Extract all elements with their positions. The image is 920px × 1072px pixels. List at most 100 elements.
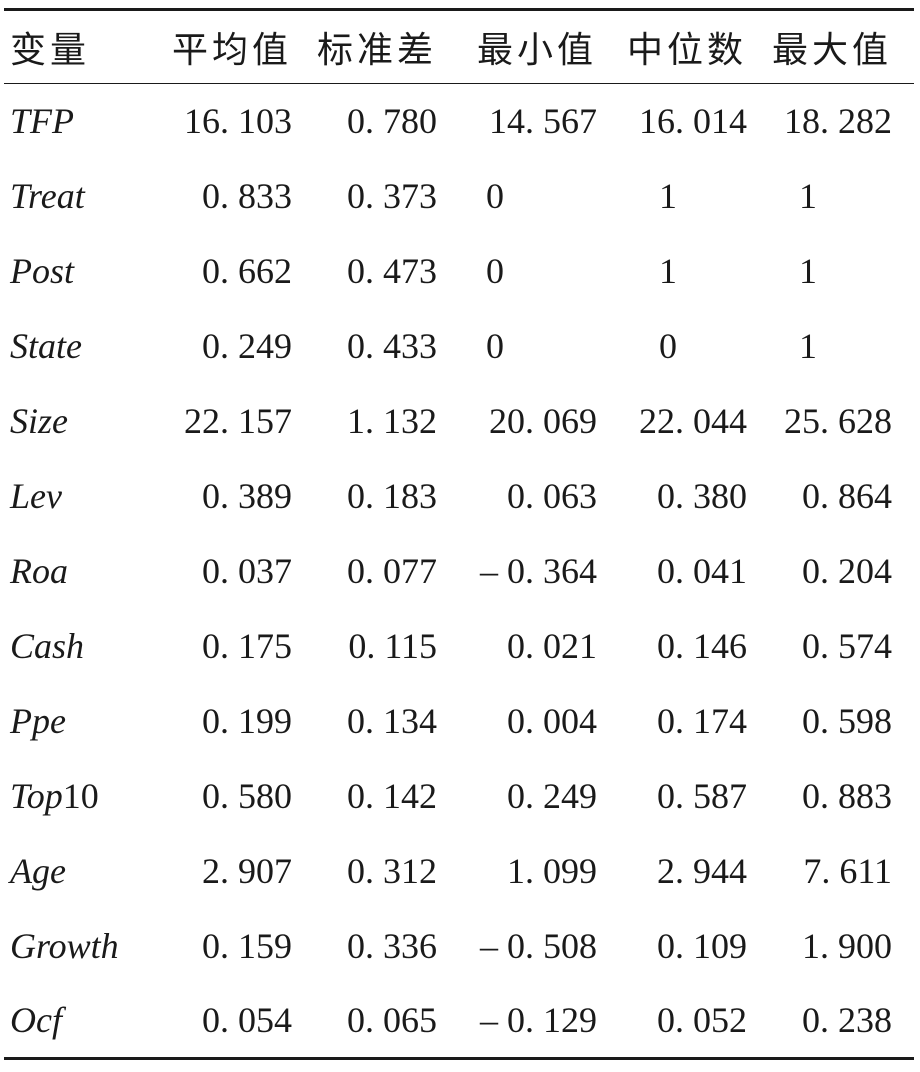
min-cell: – 0. 364 — [480, 551, 597, 591]
max-cell: 1. 900 — [802, 926, 892, 966]
table-row: Growth 0. 159 0. 336 – 0. 508 0. 109 1. 900 — [4, 909, 914, 984]
table-row: Cash 0. 175 0. 115 0. 021 0. 146 0. 574 — [4, 609, 914, 684]
mean-cell: 0. 159 — [202, 926, 292, 966]
variable-name: Top — [10, 776, 63, 816]
min-cell: 0 — [486, 176, 504, 216]
std-dev-cell: 1. 132 — [347, 401, 437, 441]
median-cell: 1 — [659, 251, 677, 291]
std-dev-cell: 0. 115 — [348, 626, 437, 666]
variable-name: Roa — [10, 551, 68, 591]
max-cell: 0. 864 — [802, 476, 892, 516]
min-cell: 0. 063 — [507, 476, 597, 516]
max-cell: 0. 598 — [802, 701, 892, 741]
table-row: TFP 16. 103 0. 780 14. 567 16. 014 18. 282 — [4, 84, 914, 159]
table-body: TFP 16. 103 0. 780 14. 567 16. 014 18. 282 Tre… — [4, 84, 914, 1060]
median-cell: 0 — [659, 326, 677, 366]
mean-cell: 0. 249 — [202, 326, 292, 366]
table-row: Ppe 0. 199 0. 134 0. 004 0. 174 0. 598 — [4, 684, 914, 759]
mean-cell: 22. 157 — [184, 401, 292, 441]
max-cell: 0. 238 — [769, 983, 914, 1060]
median-cell: 1 — [659, 176, 677, 216]
table-row: Top10 0. 580 0. 142 0. 249 0. 587 0. 883 — [4, 759, 914, 834]
variable-name-cell: Age — [4, 834, 164, 909]
max-cell: 18. 282 — [784, 101, 892, 142]
std-dev-cell: 0. 077 — [347, 551, 437, 591]
mean-cell: 0. 054 — [164, 983, 314, 1060]
min-cell: – 0. 129 — [459, 983, 619, 1060]
variable-name-cell: Treat — [4, 159, 164, 234]
table-header: 变量 平均值 标准差 最小值 中位数 最大值 — [4, 8, 914, 84]
std-dev-cell: 0. 134 — [347, 701, 437, 741]
median-cell: 0. 380 — [657, 476, 747, 516]
median-cell: 0. 109 — [657, 926, 747, 966]
variable-name: Ppe — [10, 701, 66, 741]
variable-name-cell: Post — [4, 234, 164, 309]
variable-name-cell: Roa — [4, 534, 164, 609]
table-row: Age 2. 907 0. 312 1. 099 2. 944 7. 611 — [4, 834, 914, 909]
min-cell: 1. 099 — [507, 851, 597, 891]
variable-name-cell: State — [4, 309, 164, 384]
median-cell: 0. 587 — [657, 776, 747, 816]
variable-name-cell: Lev — [4, 459, 164, 534]
mean-cell: 0. 389 — [202, 476, 292, 516]
min-cell: – 0. 508 — [480, 926, 597, 966]
min-cell: 20. 069 — [489, 401, 597, 441]
variable-name: State — [10, 326, 82, 366]
variable-name-cell: Cash — [4, 609, 164, 684]
variable-name-cell: TFP — [4, 84, 164, 159]
table-row: Ocf 0. 054 0. 065– 0. 129 0. 052 0. 238 — [4, 983, 914, 1060]
variable-name-cell: Growth — [4, 909, 164, 984]
header-median: 中位数 — [619, 8, 769, 84]
variable-name: Ocf — [10, 1000, 62, 1041]
header-std-dev: 标准差 — [314, 8, 459, 84]
mean-cell: 0. 175 — [202, 626, 292, 666]
max-cell: 0. 574 — [802, 626, 892, 666]
table-row: Post 0. 662 0. 473 0 1 1 — [4, 234, 914, 309]
variable-name-suffix: 10 — [62, 776, 99, 816]
mean-cell: 0. 833 — [202, 176, 292, 216]
variable-name: Treat — [10, 176, 85, 216]
std-dev-cell: 0. 312 — [347, 851, 437, 891]
median-cell: 0. 041 — [657, 551, 747, 591]
variable-name: Post — [10, 251, 75, 291]
variable-name-cell: Size — [4, 384, 164, 459]
min-cell: 0. 004 — [507, 701, 597, 741]
min-cell: 0 — [486, 326, 504, 366]
median-cell: 16. 014 — [639, 101, 747, 142]
variable-name: Growth — [10, 926, 119, 966]
descriptive-statistics-table: 变量 平均值 标准差 最小值 中位数 最大值 TFP 16. 103 0. 780 1… — [4, 8, 914, 1060]
table-row: Roa 0. 037 0. 077 – 0. 364 0. 041 0. 204 — [4, 534, 914, 609]
median-cell: 2. 944 — [657, 851, 747, 891]
variable-name-cell: Top10 — [4, 759, 164, 834]
min-cell: 0. 249 — [507, 776, 597, 816]
min-cell: 0 — [486, 251, 504, 291]
max-cell: 1 — [799, 326, 817, 366]
header-variable: 变量 — [4, 8, 164, 84]
max-cell: 1 — [799, 176, 817, 216]
median-cell: 22. 044 — [639, 401, 747, 441]
std-dev-cell: 0. 780 — [347, 101, 437, 142]
mean-cell: 0. 662 — [202, 251, 292, 291]
median-cell: 0. 174 — [657, 701, 747, 741]
std-dev-cell: 0. 433 — [347, 326, 437, 366]
min-cell: 0. 021 — [507, 626, 597, 666]
max-cell: 25. 628 — [784, 401, 892, 441]
table-row: State 0. 249 0. 433 0 0 1 — [4, 309, 914, 384]
min-cell: 14. 567 — [489, 101, 597, 142]
table-row: Size 22. 157 1. 132 20. 069 22. 044 25. 628 — [4, 384, 914, 459]
mean-cell: 2. 907 — [202, 851, 292, 891]
variable-name-cell: Ocf — [4, 983, 164, 1060]
variable-name: TFP — [10, 101, 75, 142]
header-row: 变量 平均值 标准差 最小值 中位数 最大值 — [4, 8, 914, 84]
std-dev-cell: 0. 373 — [347, 176, 437, 216]
median-cell: 0. 146 — [657, 626, 747, 666]
max-cell: 7. 611 — [803, 851, 892, 891]
max-cell: 0. 883 — [802, 776, 892, 816]
std-dev-cell: 0. 065 — [314, 983, 459, 1060]
variable-name-cell: Ppe — [4, 684, 164, 759]
header-max: 最大值 — [769, 8, 914, 84]
std-dev-cell: 0. 336 — [347, 926, 437, 966]
max-cell: 0. 204 — [802, 551, 892, 591]
mean-cell: 0. 037 — [202, 551, 292, 591]
variable-name: Size — [10, 401, 68, 441]
